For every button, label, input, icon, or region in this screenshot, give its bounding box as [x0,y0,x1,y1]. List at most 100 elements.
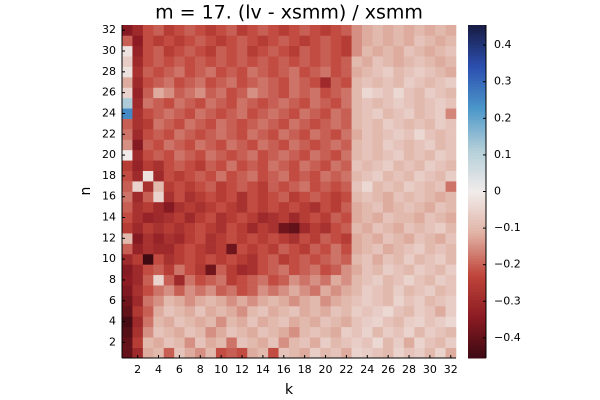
heatmap-cell [424,295,436,307]
colorbar-segment [468,330,486,334]
heatmap-cell [403,87,415,99]
heatmap-cell [205,35,217,47]
heatmap-cell [435,274,446,286]
heatmap-cell [299,243,311,255]
heatmap-cell [330,243,342,255]
heatmap-cell [445,233,457,244]
heatmap-cell [142,253,154,265]
heatmap-cell [351,233,363,244]
heatmap-cell [445,264,457,276]
heatmap-cell [257,191,269,203]
y-tick-label: 12 [102,231,116,244]
heatmap-cell [163,274,175,286]
x-tick-label: 24 [360,363,374,376]
heatmap-cell [132,316,144,328]
colorbar-segment [468,202,486,206]
heatmap-cell [424,253,436,265]
heatmap-cell [330,285,342,296]
heatmap-cell [320,285,332,296]
colorbar-segment [468,241,486,245]
heatmap-cell [445,160,457,171]
heatmap-cell [257,264,269,276]
heatmap-cell [268,56,279,67]
heatmap-cell [205,337,217,348]
heatmap-cell [289,201,300,213]
heatmap-cell [424,118,436,130]
colorbar-segment [468,102,486,106]
heatmap-cell [215,253,227,265]
colorbar-segment [468,299,486,303]
colorbar-segment [468,177,486,181]
heatmap-cell [195,25,206,36]
heatmap-cell [382,149,394,161]
heatmap-cell [445,97,457,109]
heatmap-cell [424,129,436,140]
heatmap-cell [424,87,436,99]
heatmap-cell [163,305,175,317]
heatmap-cell [330,87,342,99]
x-tick-label: 16 [277,363,291,376]
heatmap-cell [122,56,133,67]
heatmap-cell [184,243,196,255]
heatmap-cell [320,108,332,119]
y-tick-label: 26 [102,86,116,99]
heatmap-cell [414,139,425,151]
heatmap-cell [226,222,238,234]
y-tick-label: 6 [109,294,116,307]
heatmap-cell [184,274,196,286]
heatmap-cell [289,285,300,296]
heatmap-cell [122,233,133,244]
heatmap-cell [174,326,185,338]
heatmap-cell [320,118,332,130]
heatmap-cell [435,295,446,307]
colorbar-segment [468,319,486,323]
colorbar-segment [468,247,486,251]
heatmap-cell [257,295,269,307]
heatmap-cell [268,160,279,171]
heatmap-cell [299,191,311,203]
heatmap-cell [236,191,248,203]
heatmap-cell [341,77,352,88]
colorbar-segment [468,285,486,290]
heatmap-cell [257,77,269,88]
y-axis-label: n [78,187,94,196]
heatmap-cell [351,170,363,182]
colorbar-segment [468,180,486,184]
heatmap-cell [414,181,425,192]
heatmap-cell [163,160,175,171]
heatmap-cell [424,201,436,213]
heatmap-cell [278,264,290,276]
heatmap-cell [174,264,185,276]
heatmap-cell [414,191,425,203]
heatmap-cell [403,212,415,224]
colorbar-segment [468,163,486,168]
colorbar-segment [468,213,486,217]
heatmap-cell [362,108,373,119]
heatmap-cell [226,264,238,276]
colorbar-segment [468,316,486,320]
heatmap-cell [320,222,332,234]
heatmap-cell [153,118,165,130]
heatmap-cell [330,129,342,140]
heatmap-cell [122,66,133,78]
heatmap-cell [393,56,405,67]
heatmap-cell [362,285,373,296]
heatmap-cell [403,108,415,119]
heatmap-cell [236,129,248,140]
heatmap-cell [257,243,269,255]
heatmap-cell [289,316,300,328]
heatmap-cell [215,77,227,88]
heatmap-cell [247,337,258,348]
heatmap-cell [215,201,227,213]
heatmap-cell [153,25,165,36]
heatmap-cell [393,149,405,161]
heatmap-cell [362,87,373,99]
heatmap-cell [309,97,321,109]
colorbar-segment [468,341,486,345]
heatmap-cell [153,222,165,234]
heatmap-cell [226,108,238,119]
heatmap-cell [184,56,196,67]
heatmap-cell [330,337,342,348]
heatmap-cell [132,212,144,224]
colorbar-segment [468,174,486,179]
